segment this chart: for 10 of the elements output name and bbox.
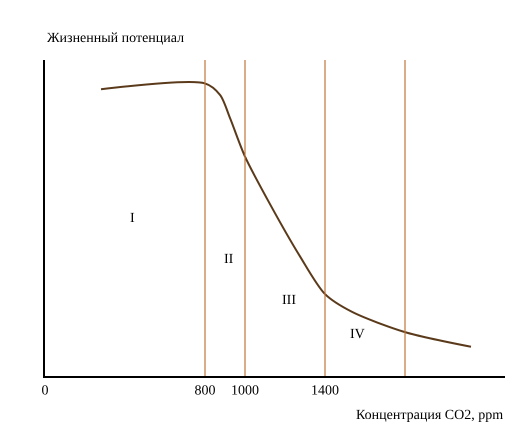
y-axis-title: Жизненный потенциал <box>47 31 184 46</box>
x-tick-label: 1400 <box>311 384 339 399</box>
x-axis-title: Концентрация CO2, ppm <box>356 408 504 423</box>
annotation: II <box>224 252 234 267</box>
x-tick-label: 1000 <box>231 384 259 399</box>
annotation: III <box>282 293 296 308</box>
x-tick-label: 800 <box>194 384 216 399</box>
annotation: IV <box>350 327 365 342</box>
x-tick-label: 0 <box>42 384 48 399</box>
annotation: I <box>130 211 135 226</box>
